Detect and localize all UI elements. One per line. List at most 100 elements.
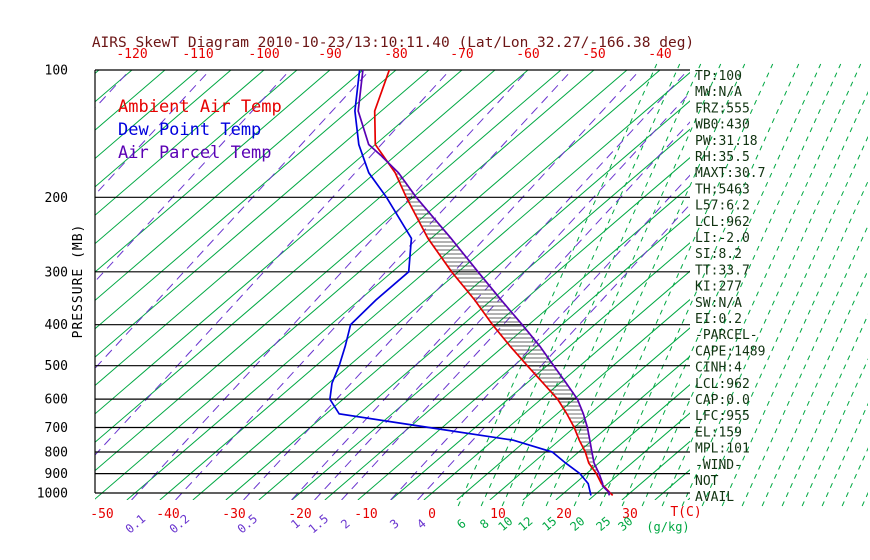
stat-line: NOT xyxy=(695,474,719,489)
mixing-lines-green xyxy=(457,63,868,507)
top-temp-label: -120 xyxy=(116,47,147,62)
mixing-ratio-line-green xyxy=(480,63,681,507)
top-temp-label: -70 xyxy=(450,47,473,62)
mixing-ratio-label: 3 xyxy=(387,516,402,531)
dewpoint-curve xyxy=(329,70,592,496)
top-temp-labels: -120 -110 -100 -90 -80 -70 -60 -50 -40 xyxy=(116,47,671,62)
stat-line: -WIND- xyxy=(695,458,742,473)
isotherm-line xyxy=(192,71,690,500)
mixing-ratio-line-green xyxy=(681,91,868,507)
isotherm-line xyxy=(456,298,690,500)
bottom-temp-label: -50 xyxy=(90,507,113,522)
mixing-ratio-label: 2 xyxy=(338,516,353,531)
isotherm-line xyxy=(95,70,265,216)
stat-line: CAP:0.0 xyxy=(695,393,750,408)
top-temp-label: -90 xyxy=(318,47,341,62)
mixing-ratio-line-green xyxy=(573,63,774,507)
isotherm-line xyxy=(126,70,628,500)
mixing-ratio-line-purple xyxy=(131,70,529,500)
top-temp-label: -60 xyxy=(516,47,539,62)
mixing-ratio-line-green xyxy=(545,63,746,507)
stat-line: FRZ:555 xyxy=(695,101,750,116)
isotherm-line xyxy=(95,70,199,160)
mixing-ratio-line-green xyxy=(801,358,868,507)
bottom-temp-label: -10 xyxy=(354,507,377,522)
mixing-ratio-line-green xyxy=(821,402,868,507)
isotherm-line xyxy=(555,384,690,500)
isotherm-line xyxy=(95,70,430,358)
isotherm-line xyxy=(95,70,562,472)
pressure-label: 600 xyxy=(45,393,68,408)
stat-line: TT:33.7 xyxy=(695,263,750,278)
stat-line: RH:35.5 xyxy=(695,150,750,165)
isotherm-line xyxy=(489,327,690,500)
stat-line: MPL:101 xyxy=(695,442,750,457)
mixing-ratio-line-purple xyxy=(95,70,211,196)
mixing-ratio-line-purple xyxy=(314,92,690,500)
bottom-temp-label: 10 xyxy=(490,507,506,522)
mixing-ratio-line-green xyxy=(721,180,868,507)
legend-dew-point-temp: Dew Point Temp xyxy=(118,120,261,140)
stat-line: EL:159 xyxy=(695,425,742,440)
isotherm-line xyxy=(95,70,397,330)
stat-line: CINH:4 xyxy=(695,361,742,376)
mixing-ratio-label: 0.1 xyxy=(123,512,149,537)
legend-air-parcel-temp: Air Parcel Temp xyxy=(118,143,272,163)
isotherm-line xyxy=(588,412,690,500)
stat-line: PW:31.18 xyxy=(695,134,758,149)
temp-unit-label: T(C) xyxy=(670,505,701,520)
pressure-lines xyxy=(94,69,690,494)
isotherm-line xyxy=(159,70,661,500)
pressure-labels: 100 200 300 400 500 600 700 800 900 1000 xyxy=(37,64,68,502)
mixing-ratio-line-purple xyxy=(341,121,690,500)
stat-line: LI:-2.0 xyxy=(695,231,750,246)
mixing-ratio-line-green xyxy=(761,269,868,507)
mixing-ratio-line-purple xyxy=(95,70,371,370)
pressure-label: 800 xyxy=(45,446,68,461)
isotherm-line xyxy=(95,70,463,387)
stat-line: SW:N/A xyxy=(695,296,742,311)
top-temp-label: -40 xyxy=(648,47,671,62)
pressure-label: 1000 xyxy=(37,487,68,502)
isotherm-line xyxy=(95,70,595,500)
top-temp-label: -100 xyxy=(248,47,279,62)
cape-hatch xyxy=(393,169,601,479)
isotherm-line xyxy=(95,70,364,302)
stat-line: KI:277 xyxy=(695,280,742,295)
legend-ambient-air-temp: Ambient Air Temp xyxy=(118,97,282,117)
mixing-ratio-line-purple xyxy=(417,203,690,500)
mixing-ratio-line-purple xyxy=(390,174,690,500)
mixing-ratio-line-green xyxy=(599,63,800,507)
mixing-ratio-line-purple xyxy=(95,70,291,283)
isotherm-line xyxy=(95,70,496,415)
mixing-ratio-line-green xyxy=(781,313,868,507)
stat-line: SI:8.2 xyxy=(695,247,742,262)
stat-line: AVAIL xyxy=(695,490,734,505)
pressure-label: 200 xyxy=(45,191,68,206)
pressure-label: 700 xyxy=(45,421,68,436)
bottom-temp-label: -30 xyxy=(222,507,245,522)
isotherm-line xyxy=(258,128,690,500)
isotherm-line xyxy=(522,355,690,500)
isotherm-line xyxy=(423,270,690,500)
stat-line: LCL:962 xyxy=(695,377,750,392)
mixing-ratio-line-green xyxy=(661,63,862,507)
mixing-lines-purple xyxy=(95,70,690,500)
mixing-ratio-line-green xyxy=(521,63,722,507)
mixing-ratio-line-green xyxy=(701,135,868,507)
mixing-ratio-label: 25 xyxy=(593,514,613,534)
stat-line: LFC:955 xyxy=(695,409,750,424)
bottom-temp-label: 20 xyxy=(556,507,572,522)
stat-line: -PARCEL- xyxy=(695,328,758,343)
stat-line: EI:0.2 xyxy=(695,312,742,327)
top-temp-label: -110 xyxy=(182,47,213,62)
mixing-ratio-line-green xyxy=(621,63,822,507)
mixing-unit-label: (g/kg) xyxy=(646,520,689,534)
mixing-ratio-line-purple xyxy=(243,70,641,500)
top-temp-label: -50 xyxy=(582,47,605,62)
pressure-label: 900 xyxy=(45,467,68,482)
mixing-ratio-line-purple xyxy=(95,70,451,456)
chart-text-overlay: AIRS SkewT Diagram 2010-10-23/13:10:11.4… xyxy=(71,35,702,534)
stat-line: WB0:430 xyxy=(695,118,750,133)
